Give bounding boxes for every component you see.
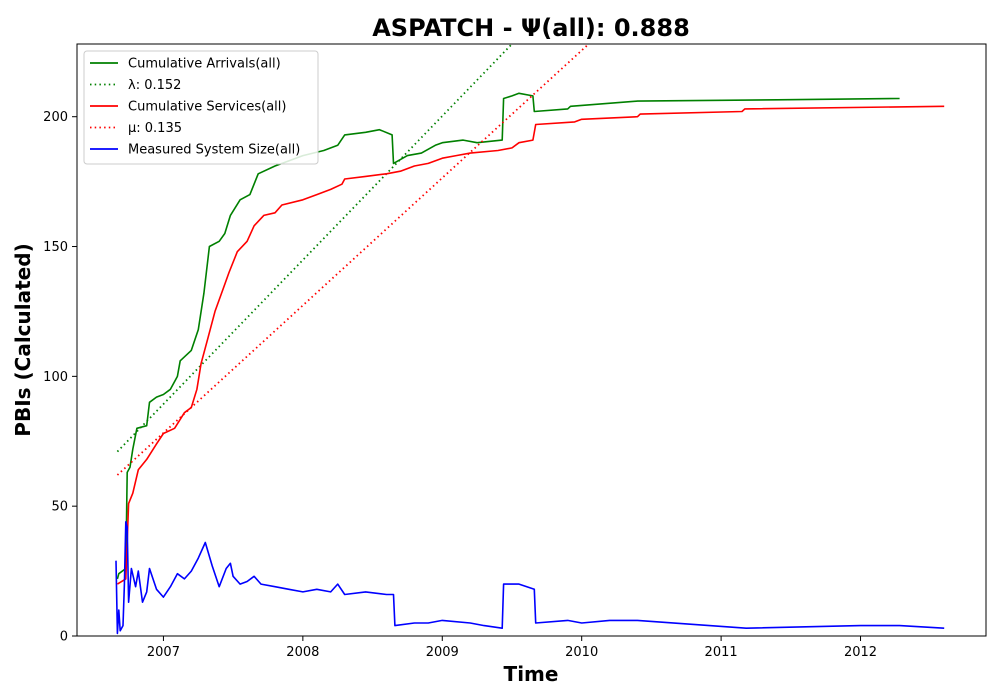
x-axis-title: Time <box>504 662 559 686</box>
y-axis: 0 50 100 150 200 <box>43 110 77 645</box>
legend-label: λ: 0.152 <box>128 78 181 93</box>
series-line-0-152 <box>116 44 513 453</box>
legend-label: Cumulative Arrivals(all) <box>128 57 281 72</box>
x-tick-label: 2008 <box>286 645 319 660</box>
y-tick-label: 150 <box>43 240 68 255</box>
legend-label: μ: 0.135 <box>128 121 182 136</box>
legend-label: Cumulative Services(all) <box>128 100 286 115</box>
y-axis-title: PBIs (Calculated) <box>11 243 35 436</box>
x-tick-label: 2011 <box>705 645 738 660</box>
x-tick-label: 2012 <box>844 645 877 660</box>
y-tick-label: 0 <box>60 630 68 645</box>
chart-title: ASPATCH - Ψ(all): 0.888 <box>372 14 690 42</box>
x-tick-label: 2007 <box>147 645 180 660</box>
series-line-0-135 <box>116 44 590 476</box>
legend-label: Measured System Size(all) <box>128 143 300 158</box>
x-tick-label: 2010 <box>565 645 598 660</box>
series-line-measured-system-size-all <box>115 521 945 635</box>
y-tick-label: 200 <box>43 110 68 125</box>
y-tick-label: 100 <box>43 370 68 385</box>
x-axis: 2007 2008 2009 2010 2011 2012 <box>147 636 877 660</box>
legend-box <box>83 50 319 165</box>
plot-frame <box>76 43 987 637</box>
legend: Cumulative Arrivals(all) λ: 0.152 Cumulati… <box>83 50 319 165</box>
series-line-cumulative-services-all <box>116 105 945 585</box>
y-tick-label: 50 <box>51 500 68 515</box>
x-tick-label: 2009 <box>426 645 459 660</box>
